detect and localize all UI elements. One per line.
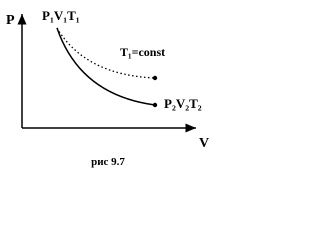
- isotherm-curve: [56, 27, 156, 79]
- point-label: P₁V₁T₁: [42, 8, 80, 23]
- diagram: P V P₁V₁T₁ T₁=const P₂V₂T₂ рис 9.7: [6, 8, 209, 168]
- adiabat-curve: [56, 27, 156, 106]
- end-point: [152, 102, 158, 108]
- caption: рис 9.7: [91, 156, 125, 168]
- end-point: [152, 75, 158, 81]
- annotation: T₁=const: [120, 45, 165, 59]
- x-axis-label: V: [199, 136, 209, 151]
- point-label: P₂V₂T₂: [164, 96, 202, 111]
- y-axis-label: P: [6, 13, 15, 28]
